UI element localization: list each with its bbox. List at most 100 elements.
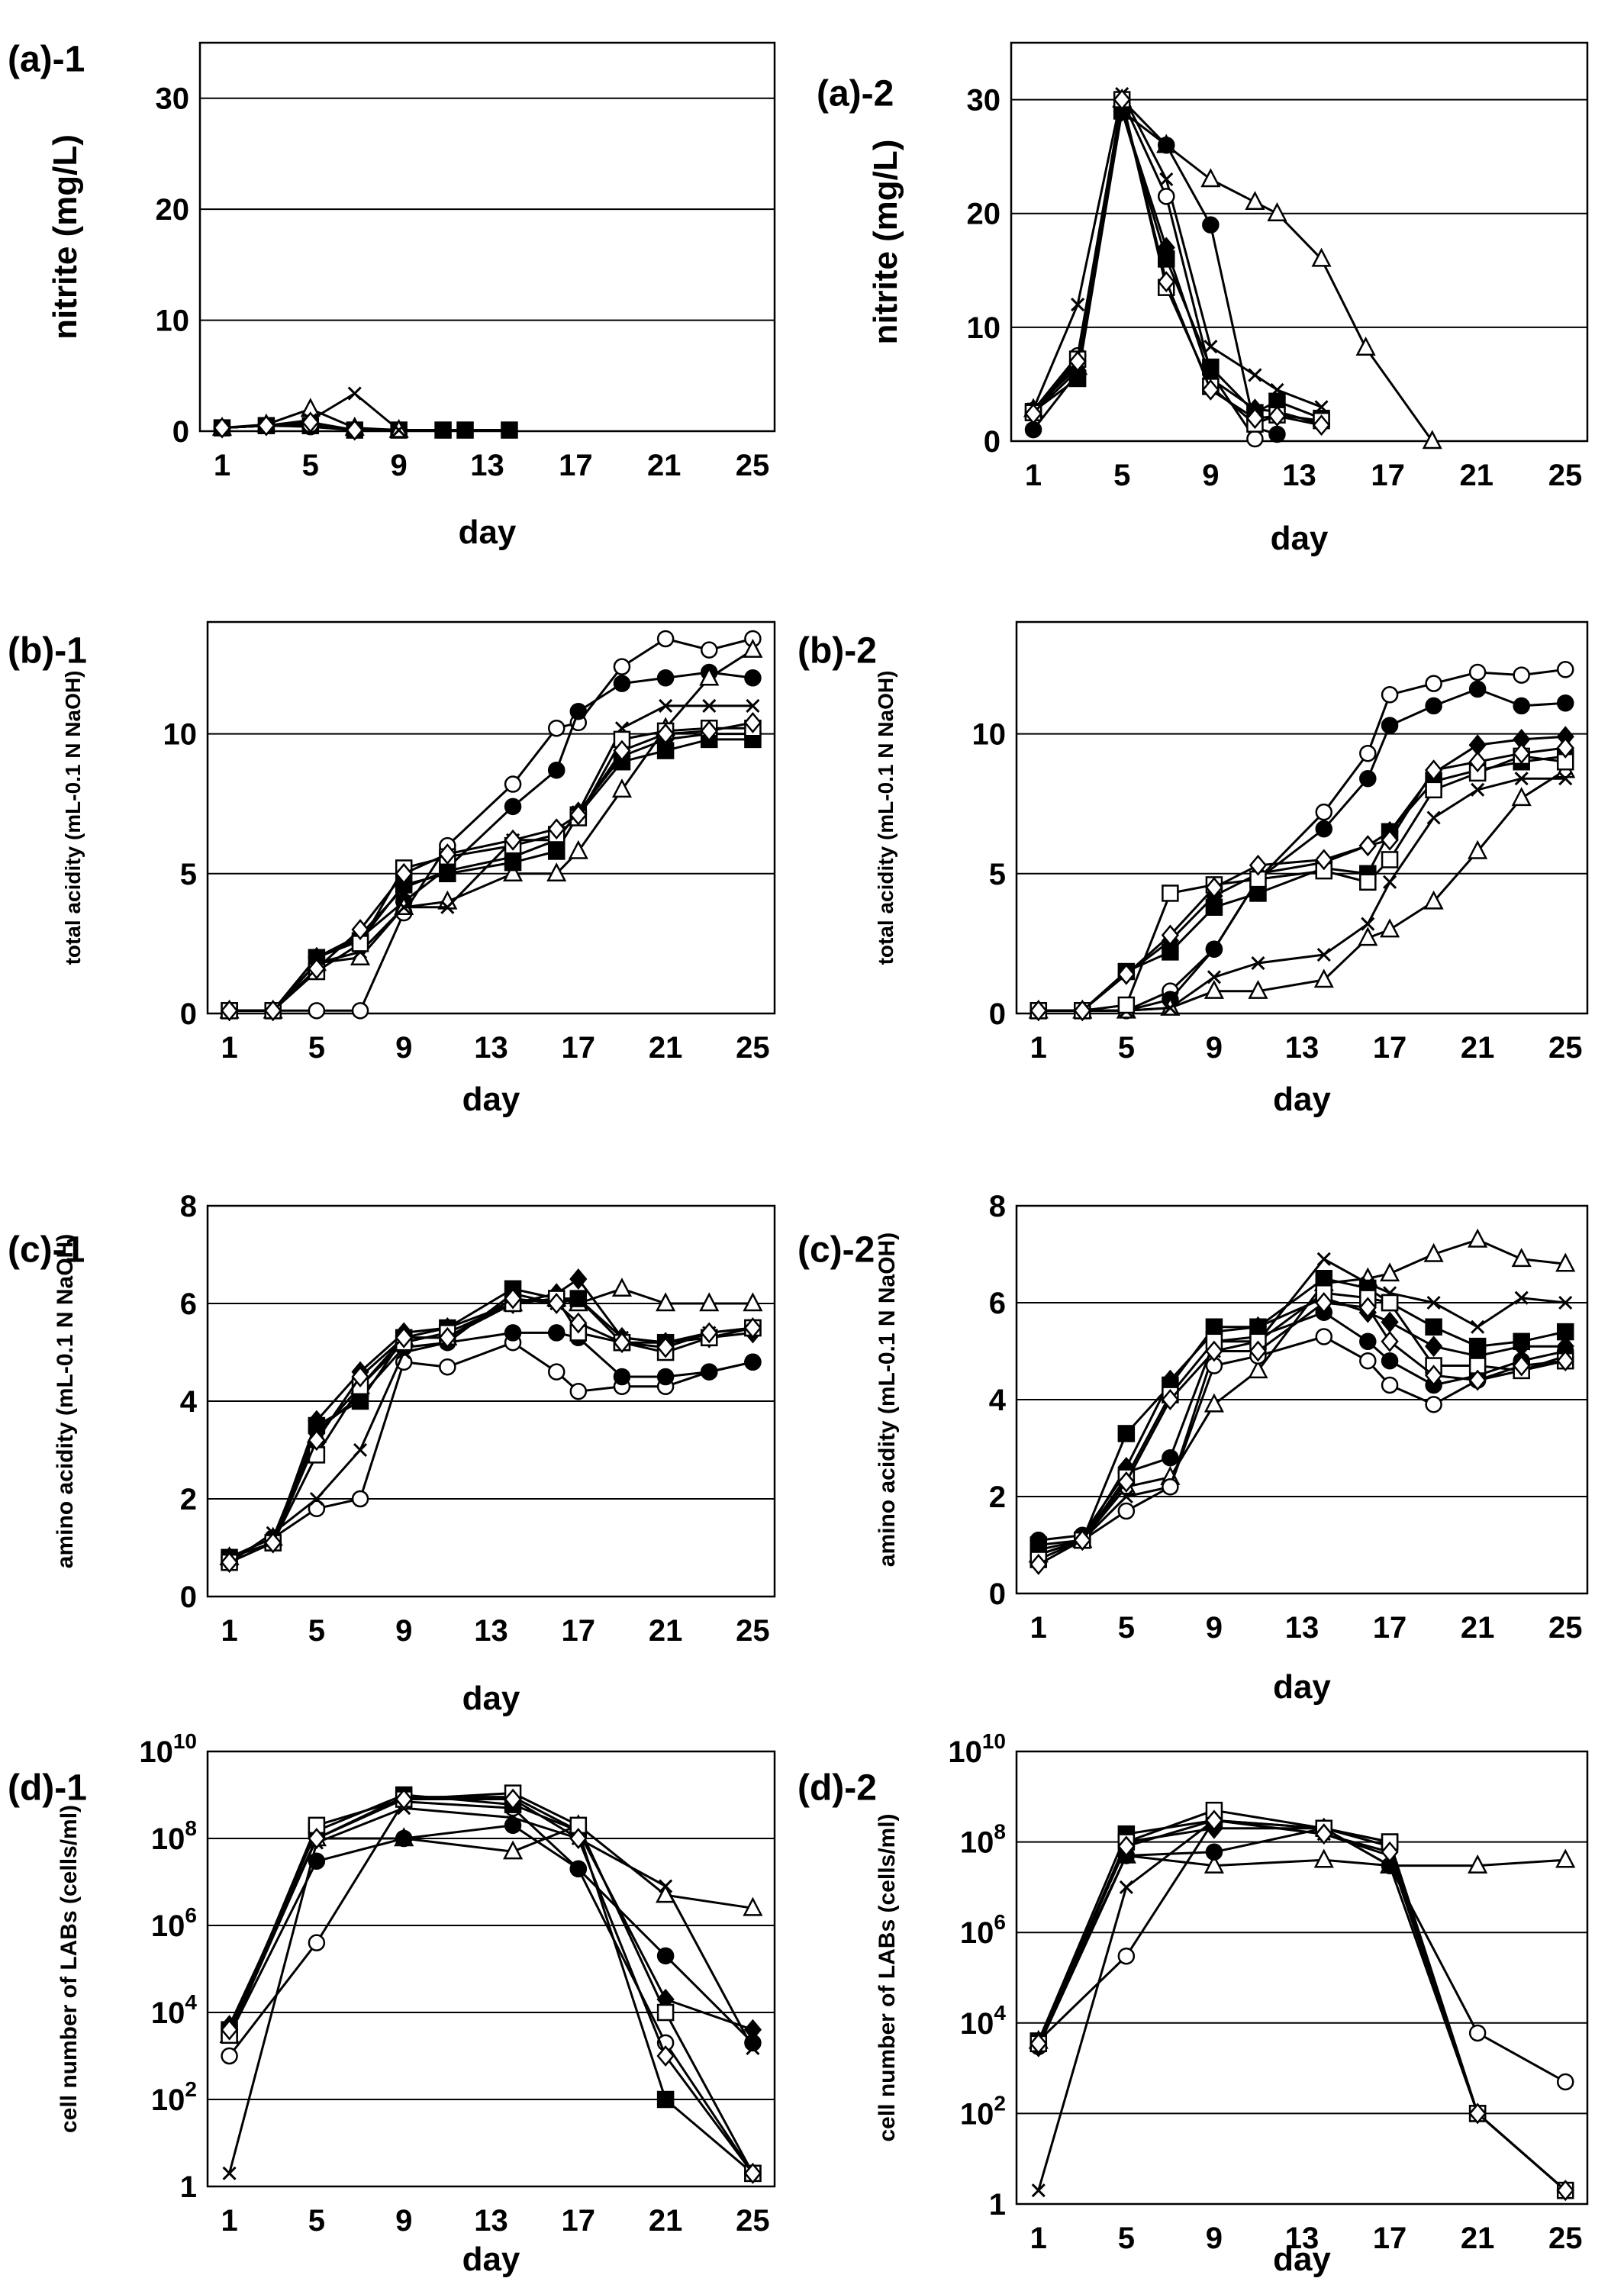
plot-frame (1015, 620, 1589, 1015)
y-tick-label: 30 (967, 84, 1001, 118)
y-tick-exponent: 4 (994, 2001, 1006, 2025)
data-point (569, 1860, 588, 1878)
cross-stroke (659, 698, 673, 713)
data-point (213, 417, 231, 439)
data-point (743, 2162, 762, 2184)
data-point (1119, 1489, 1133, 1504)
cross-stroke (309, 1491, 324, 1506)
x-tick-label: 13 (474, 1614, 508, 1648)
x-tick-label: 13 (474, 2204, 508, 2238)
x-tick-label: 21 (649, 1614, 683, 1648)
x-tick-label: 9 (391, 449, 408, 482)
x-tick-label: 17 (1371, 459, 1405, 492)
data-point (743, 1317, 762, 1339)
x-tick-label: 5 (302, 449, 319, 482)
data-point (547, 818, 566, 840)
data-point (257, 414, 276, 437)
data-point (308, 1429, 326, 1452)
cross-stroke (1159, 172, 1174, 187)
data-point (700, 720, 718, 742)
data-point (1468, 680, 1487, 698)
x-tick-label: 1 (1025, 459, 1042, 492)
data-point (656, 669, 675, 687)
data-point (1267, 202, 1287, 221)
x-tick-label: 21 (1461, 1031, 1495, 1065)
data-point (613, 1332, 631, 1354)
y-tick-label: 4 (989, 1384, 1007, 1417)
series-open-diamond (1030, 736, 1574, 1022)
series-line (1038, 755, 1566, 1012)
data-point (221, 2047, 238, 2065)
data-point (397, 900, 411, 914)
x-tick-label: 9 (395, 1031, 412, 1065)
data-point (1468, 839, 1488, 859)
cross-stroke (222, 2166, 237, 2180)
y-tick-label: 102 (151, 2077, 197, 2117)
data-point (1426, 810, 1441, 825)
y-tick-label: 20 (967, 198, 1001, 231)
series-line (1038, 1291, 1566, 1561)
series-open-triangle (219, 1814, 763, 2044)
series-line (229, 733, 753, 1012)
x-tick-label: 25 (736, 449, 770, 482)
x-tick-label: 25 (1548, 1611, 1583, 1645)
data-point (504, 798, 522, 816)
data-point (547, 1363, 566, 1381)
series-line (229, 649, 754, 1012)
x-tick-label: 25 (736, 2204, 770, 2238)
data-point (1207, 970, 1221, 984)
y-tick-label: 108 (151, 1816, 197, 1856)
cross-stroke (746, 698, 760, 713)
data-point (1312, 414, 1331, 437)
series-line (229, 1287, 753, 1559)
data-point (1468, 663, 1487, 682)
cross-stroke (1471, 782, 1485, 797)
panel-label: (b)-2 (798, 631, 877, 672)
data-point (501, 421, 518, 439)
y-tick-label: 108 (960, 1820, 1006, 1860)
x-tick-label: 5 (308, 1031, 325, 1065)
series-open-circle (1030, 661, 1574, 1020)
data-point (351, 919, 369, 941)
y-tick-label: 4 (180, 1385, 198, 1419)
data-point (656, 2045, 675, 2067)
data-point (1316, 947, 1331, 962)
data-point (1425, 1318, 1442, 1336)
series-line (228, 1793, 754, 2174)
data-point (1425, 781, 1442, 799)
data-point (1556, 2180, 1574, 2202)
series-open-diamond (220, 1287, 762, 1574)
series-line (228, 1796, 753, 2032)
series-filled-diamond (220, 723, 762, 1022)
data-point (1030, 2032, 1048, 2054)
data-point (1556, 1350, 1574, 1372)
y-tick-base: 10 (948, 1735, 982, 1769)
data-point (1311, 247, 1332, 267)
data-point (1117, 963, 1136, 985)
data-point (440, 900, 455, 914)
data-point (347, 386, 362, 401)
series-line (1038, 777, 1566, 1012)
cross-stroke (1248, 368, 1262, 382)
cross-stroke (1251, 955, 1265, 971)
data-point (1358, 835, 1377, 857)
data-point (1205, 1843, 1223, 1861)
data-point (1355, 337, 1376, 356)
data-point (1161, 924, 1180, 946)
series-cross (1031, 1252, 1573, 1562)
data-point (568, 839, 588, 859)
y-tick-exponent: 8 (185, 1816, 197, 1840)
y-tick-label: 104 (151, 1990, 198, 2030)
x-tick-label: 1 (214, 449, 230, 482)
x-tick-label: 25 (1548, 1031, 1583, 1065)
data-point (222, 2166, 237, 2180)
y-axis-label: nitrite (mg/L) (47, 134, 84, 340)
panel-5: (c)-1 0 2 4 6 8 1 5 9 13 17 21 25 day amino acidity (m… (8, 1190, 776, 1717)
series-open-square (1030, 1284, 1574, 1568)
series-open-diamond (220, 1788, 762, 2184)
data-point (1381, 1376, 1399, 1394)
data-point (1158, 188, 1175, 205)
data-point (1117, 1835, 1136, 1858)
cross-stroke (1558, 1295, 1573, 1310)
